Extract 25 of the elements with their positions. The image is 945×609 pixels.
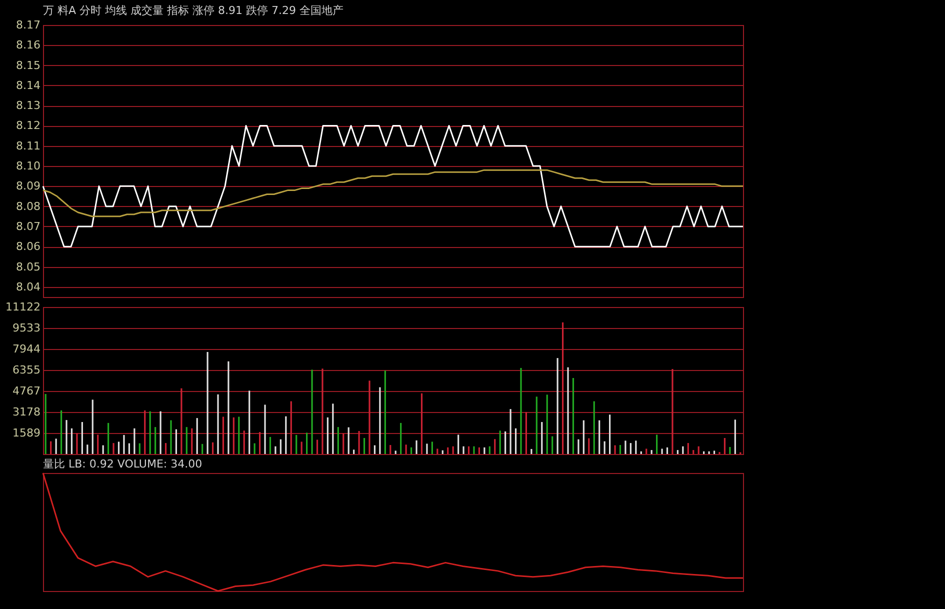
text: 量比 LB: 0.92 VOLUME: 34.00 [43,457,202,470]
y-tick-label: 9533 [12,322,40,334]
line-series [42,124,744,248]
y-tick-label: 8.08 [16,200,40,213]
y-tick-label: 8.07 [16,220,40,233]
y-tick-label: 8.09 [16,180,40,193]
text: 万 料A 分时 均线 成交量 指标 涨停 8.91 跌停 7.29 全国地产 [43,4,344,17]
y-tick-label: 8.10 [16,160,40,173]
y-tick-label: 11122 [6,300,40,314]
y-tick-label: 8.06 [16,240,40,254]
y-tick-label: 8.16 [16,38,40,52]
line-series [42,169,744,218]
y-tick-label: 3178 [12,405,40,418]
y-tick-label: 8.04 [16,280,40,294]
y-tick-label: 7944 [12,342,40,356]
y-tick-label: 8.14 [16,78,40,92]
y-tick-label: 1589 [12,426,40,440]
y-tick-label: 8.17 [16,18,40,32]
y-tick-label: 8.12 [16,119,40,132]
y-tick-label: 8.11 [16,139,40,152]
y-tick-label: 6355 [12,364,40,377]
y-tick-label: 8.05 [16,260,40,274]
y-tick-label: 8.13 [16,99,40,112]
y-tick-label: 4767 [12,384,40,398]
y-tick-label: 8.15 [16,58,40,72]
